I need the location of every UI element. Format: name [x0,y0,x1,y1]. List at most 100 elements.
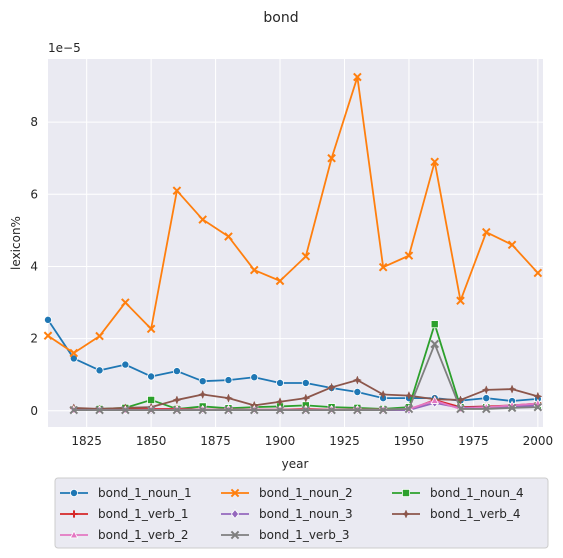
plot-area [48,59,543,427]
legend-marker [70,510,78,518]
data-point [507,384,517,394]
legend-label: bond_1_noun_1 [98,486,192,500]
data-point [455,395,466,405]
data-point [121,360,130,369]
x-axis-label: year [282,457,309,471]
legend-item: bond_1_noun_1 [60,486,192,500]
chart-title: bond [263,10,298,26]
data-point [327,153,336,163]
data-point [69,348,79,358]
data-point [223,393,234,403]
y-tick-label: 4 [30,259,38,273]
data-point [378,405,388,415]
data-point [481,227,491,237]
data-point [249,265,259,275]
x-tick-label: 1950 [394,434,425,448]
data-point [353,388,362,397]
data-point [404,390,414,401]
legend-item: bond_1_verb_3 [221,528,350,542]
x-tick-labels: 1825 1850 1875 1900 1925 1950 1975 2000 [71,434,553,448]
data-point [507,240,517,250]
legend-label: bond_1_verb_2 [98,528,189,542]
data-point [456,296,465,306]
legend-item: bond_1_noun_2 [221,486,353,500]
data-point [44,315,53,324]
data-point [430,339,440,349]
data-point [224,232,233,241]
data-point [198,389,208,400]
data-point [533,268,543,278]
legend-marker [69,530,79,539]
y-tick-label: 0 [30,404,38,418]
x-tick-label: 2000 [523,434,554,448]
data-point [146,405,156,415]
y-tick-labels: 0 2 4 6 8 [30,115,38,418]
data-point [276,378,285,387]
legend-item: bond_1_verb_1 [60,507,189,521]
x-tick-label: 1975 [458,434,489,448]
data-point [249,405,259,415]
data-point [198,215,207,224]
x-tick-label: 1925 [329,434,360,448]
data-point [198,405,207,415]
y-tick-label: 8 [30,115,38,129]
series-line [47,76,539,354]
data-point [430,157,440,167]
data-point [69,354,78,363]
data-point [275,276,285,286]
y-axis-label: lexicon% [9,216,23,270]
legend-marker [70,488,79,497]
legend-label: bond_1_noun_2 [259,486,353,500]
data-point [224,376,233,385]
y-multiplier-label: 1e−5 [48,41,81,55]
data-point [172,186,182,195]
legend-marker [401,488,410,497]
data-point [404,404,414,414]
data-point [301,252,311,261]
data-point [146,324,156,334]
data-point [95,366,104,375]
series-bond_1_noun_2 [43,72,543,358]
data-point [95,331,104,341]
data-point [326,382,337,392]
data-point [301,405,311,415]
data-point [275,405,285,415]
data-point [533,402,543,412]
data-point [507,403,517,413]
y-tick-label: 6 [30,187,38,201]
data-point [353,72,362,82]
legend-label: bond_1_verb_3 [259,528,350,542]
data-point [430,395,439,404]
data-point [121,405,130,415]
data-point [43,331,53,341]
legend-label: bond_1_verb_1 [98,507,189,521]
legend-marker [230,530,240,540]
data-point [481,404,491,414]
x-tick-label: 1875 [200,434,231,448]
data-point [198,377,207,386]
data-point [301,378,310,387]
data-point [482,394,491,403]
data-point [301,393,311,403]
series-group [43,72,543,415]
x-tick-label: 1850 [136,434,167,448]
data-point [224,405,233,415]
legend-item: bond_1_verb_2 [60,528,189,542]
data-point [172,405,182,415]
data-point [378,262,388,272]
legend-marker [230,509,240,519]
data-point [481,385,491,395]
data-point [172,367,181,376]
data-point [456,404,465,414]
data-point [172,395,182,405]
data-point [327,405,336,415]
data-point [378,389,388,400]
data-point [430,320,439,329]
legend-marker [401,509,411,519]
data-point [352,375,362,385]
data-point [69,405,79,415]
legend-box [54,477,549,549]
data-point [250,373,259,382]
data-point [121,298,130,307]
